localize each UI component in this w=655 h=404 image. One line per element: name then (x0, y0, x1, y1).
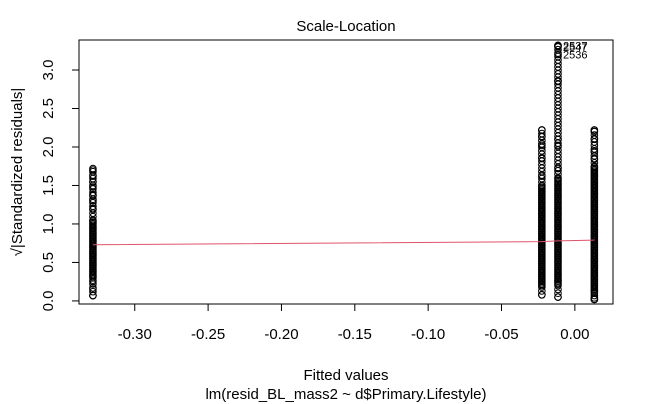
point-label: 2547 (563, 42, 587, 54)
x-tick-label: -0.25 (191, 326, 225, 343)
x-tick-label: -0.30 (118, 326, 152, 343)
y-tick-label: 1.0 (40, 214, 57, 235)
data-point (538, 290, 546, 299)
data-point (89, 287, 97, 296)
data-point (554, 135, 562, 144)
data-point (554, 293, 562, 301)
y-tick-label: 3.0 (40, 60, 57, 81)
data-point (89, 204, 97, 213)
y-tick-label: 2.0 (40, 137, 57, 158)
points-layer (89, 41, 599, 304)
data-point (554, 41, 562, 50)
data-point (89, 183, 97, 191)
data-point (538, 126, 546, 134)
data-point (554, 45, 562, 54)
data-point (538, 154, 546, 163)
data-point (89, 284, 97, 292)
data-point (590, 126, 599, 134)
data-point (538, 287, 546, 295)
data-point (590, 291, 599, 300)
y-tick-label: 0.0 (40, 290, 57, 311)
data-point (554, 50, 562, 59)
chart-title: Scale-Location (296, 18, 395, 35)
data-point (538, 129, 546, 138)
data-point (89, 190, 97, 199)
data-point (590, 135, 599, 144)
data-point (89, 177, 97, 186)
y-axis-label: √|Standardized residuals| (9, 88, 26, 257)
data-point (590, 131, 599, 139)
data-point (590, 154, 599, 163)
smooth-line (92, 239, 595, 246)
data-point (590, 147, 599, 155)
data-point (89, 277, 97, 286)
data-point (590, 295, 599, 304)
chart-subtitle: lm(resid_BL_mass2 ~ d$Primary.Lifestyle) (205, 386, 486, 403)
data-point (538, 283, 546, 291)
x-tick-label: -0.20 (264, 326, 298, 343)
data-point (89, 280, 97, 288)
point-label: 2536 (563, 50, 587, 62)
y-tick-label: 2.5 (40, 98, 57, 119)
axes: -0.30 -0.25 -0.20 -0.15 -0.10 -0.05 0.00 0.0 0.5… (40, 60, 589, 343)
data-point (554, 289, 562, 298)
x-tick-label: -0.15 (338, 326, 372, 343)
data-point (554, 164, 562, 173)
data-point (538, 141, 546, 150)
data-point (89, 166, 97, 174)
data-point (554, 76, 562, 85)
x-tick-label: -0.10 (411, 326, 445, 343)
data-point (89, 164, 97, 173)
plot-frame (78, 39, 614, 305)
x-tick-label: -0.05 (484, 326, 518, 343)
x-tick-label: 0.00 (560, 326, 589, 343)
y-tick-label: 0.5 (40, 252, 57, 273)
data-point (89, 291, 97, 300)
data-point (554, 285, 562, 294)
point-label: 2537 (563, 40, 587, 52)
data-point (538, 172, 546, 181)
y-tick-label: 1.5 (40, 175, 57, 196)
x-axis-label: Fitted values (303, 367, 388, 384)
